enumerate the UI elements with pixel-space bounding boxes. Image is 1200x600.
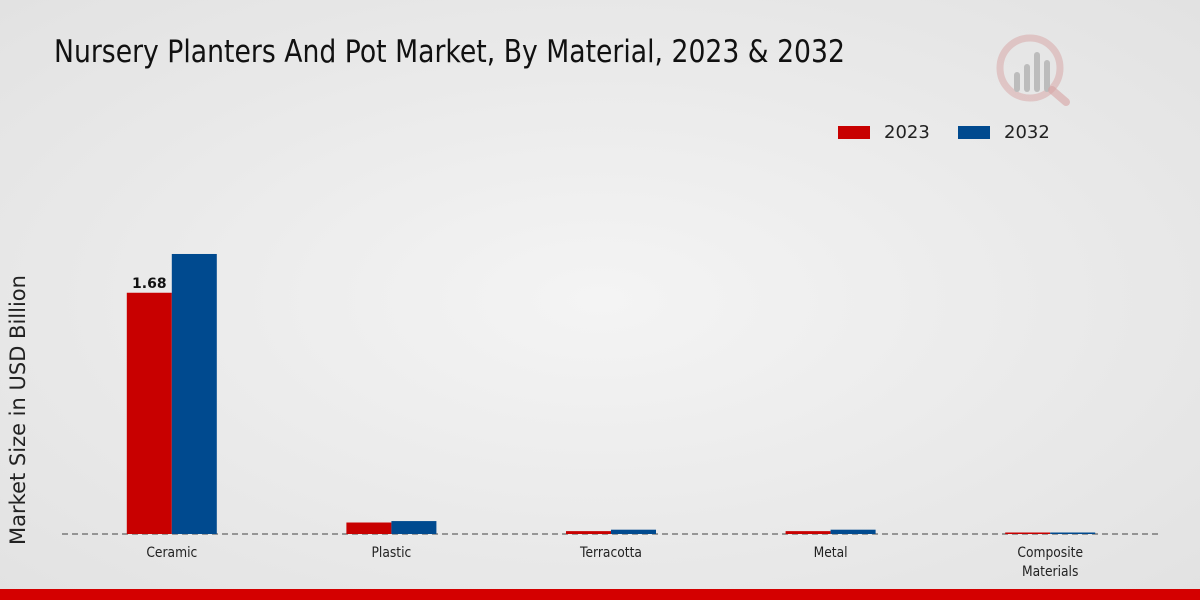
bar-2032-metal [830,529,876,534]
bar-2023-ceramic [126,292,172,534]
x-tick-label: Composite Materials [1017,545,1083,580]
legend-item-2023: 2023 [838,122,930,143]
bar-2032-terracotta [611,529,656,534]
x-tick-label: Metal [814,545,848,561]
legend-swatch-2023 [838,126,870,139]
bar-2032-composite-materials [1050,532,1096,534]
bar-2032-plastic [391,521,437,534]
legend-label-2023: 2023 [884,122,930,143]
x-tick-label: Ceramic [146,545,197,561]
legend-swatch-2032 [958,126,990,139]
bar-2032-ceramic [171,253,217,535]
bar-2023-terracotta [566,531,611,534]
x-tick-label: Plastic [371,545,411,561]
bar-2023-plastic [346,522,392,534]
market-research-logo-icon [996,34,1070,106]
data-label: 1.68 [132,276,167,292]
bar-2023-metal [785,531,831,534]
legend-label-2032: 2032 [1004,122,1050,143]
chart-title: Nursery Planters And Pot Market, By Mate… [54,34,845,70]
bottom-accent-bar [0,589,1200,600]
x-tick-label: Terracotta [579,545,642,561]
legend-item-2032: 2032 [958,122,1050,143]
bar-2023-composite-materials [1005,532,1051,534]
